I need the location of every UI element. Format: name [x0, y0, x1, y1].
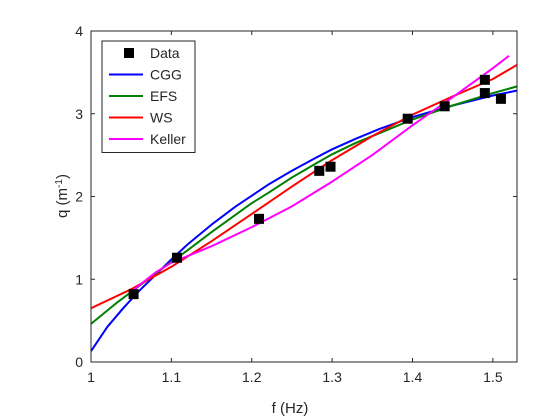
- x-tick-label: 1.5: [483, 369, 503, 385]
- x-axis-label: f (Hz): [272, 400, 309, 417]
- legend-label-efs: EFS: [150, 88, 177, 104]
- x-axis-ticks: 1 1.1 1.2 1.3 1.4 1.5: [87, 31, 503, 385]
- y-tick-label: 0: [75, 354, 83, 370]
- x-tick-label: 1: [87, 369, 95, 385]
- data-point-marker: [172, 252, 183, 263]
- x-tick-label: 1.3: [322, 369, 342, 385]
- series-layer: [91, 55, 517, 352]
- legend-label-data: Data: [150, 45, 180, 61]
- legend-marker-data: [124, 48, 134, 58]
- data-point-marker: [479, 74, 490, 85]
- y-tick-label: 4: [75, 23, 83, 39]
- data-point-marker: [495, 93, 506, 104]
- data-point-marker: [325, 161, 336, 172]
- series-line-keller: [130, 55, 510, 293]
- data-point-marker: [439, 101, 450, 112]
- data-point-marker: [128, 289, 139, 300]
- legend-label-cgg: CGG: [150, 67, 182, 83]
- x-tick-label: 1.1: [162, 369, 182, 385]
- legend-label-keller: Keller: [150, 131, 186, 147]
- y-tick-label: 1: [75, 271, 83, 287]
- data-point-marker: [479, 88, 490, 99]
- y-tick-label: 2: [75, 189, 83, 205]
- legend-label-ws: WS: [150, 110, 173, 126]
- data-point-marker: [253, 213, 264, 224]
- y-axis-ticks: 0 1 2 3 4: [75, 23, 517, 370]
- x-tick-label: 1.2: [242, 369, 262, 385]
- data-point-marker: [402, 113, 413, 124]
- data-point-marker: [314, 165, 325, 176]
- x-tick-label: 1.4: [403, 369, 423, 385]
- legend: Data CGG EFS WS Keller: [101, 40, 196, 153]
- y-tick-label: 3: [75, 106, 83, 122]
